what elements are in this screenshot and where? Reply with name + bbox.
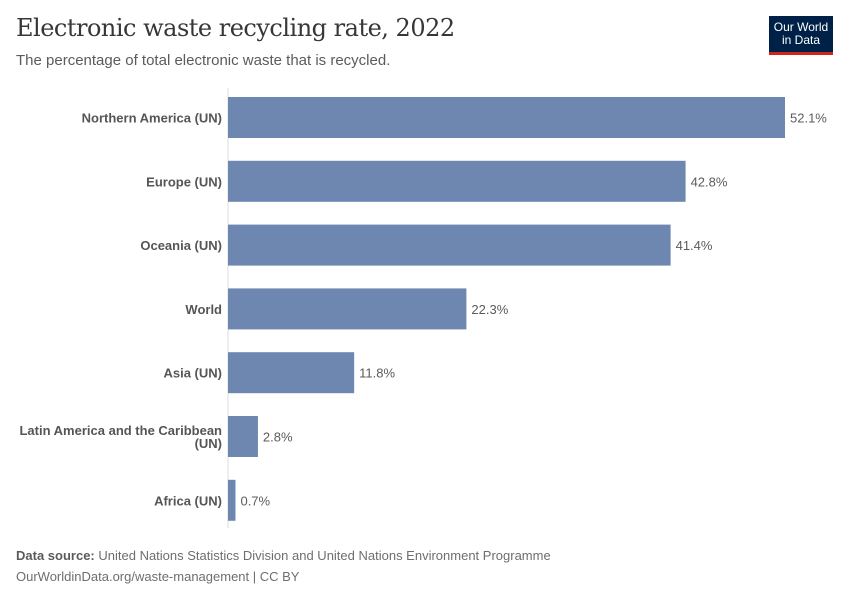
logo-text: Our World in Data <box>773 20 829 47</box>
bar[interactable] <box>228 352 355 394</box>
category-label: Latin America and the Caribbean <box>19 423 222 438</box>
category-label: World <box>185 302 222 317</box>
chart-title: Electronic waste recycling rate, 2022 <box>16 14 455 42</box>
category-label: (UN) <box>195 436 222 451</box>
bar[interactable] <box>228 97 785 138</box>
value-label: 0.7% <box>240 493 270 508</box>
bar[interactable] <box>228 288 467 330</box>
category-label: Northern America (UN) <box>82 111 222 126</box>
bar[interactable] <box>228 160 686 202</box>
category-label: Europe (UN) <box>146 174 222 189</box>
bar[interactable] <box>228 479 236 521</box>
bar[interactable] <box>228 416 258 457</box>
value-label: 52.1% <box>790 111 827 126</box>
value-label: 11.8% <box>359 366 395 381</box>
source-text: United Nations Statistics Division and U… <box>98 548 551 563</box>
data-source: Data source: United Nations Statistics D… <box>16 548 551 563</box>
source-label: Data source: <box>16 548 95 563</box>
category-label: Oceania (UN) <box>140 238 222 253</box>
bar[interactable] <box>228 224 671 266</box>
category-label: Africa (UN) <box>154 493 222 508</box>
value-label: 22.3% <box>471 302 508 317</box>
url-license[interactable]: OurWorldinData.org/waste-management | CC… <box>16 569 300 584</box>
owid-logo[interactable]: Our World in Data <box>769 16 833 55</box>
category-label: Asia (UN) <box>163 366 222 381</box>
chart-subtitle: The percentage of total electronic waste… <box>16 52 391 69</box>
value-label: 2.8% <box>263 430 293 445</box>
value-label: 42.8% <box>691 174 728 189</box>
value-label: 41.4% <box>676 238 713 253</box>
